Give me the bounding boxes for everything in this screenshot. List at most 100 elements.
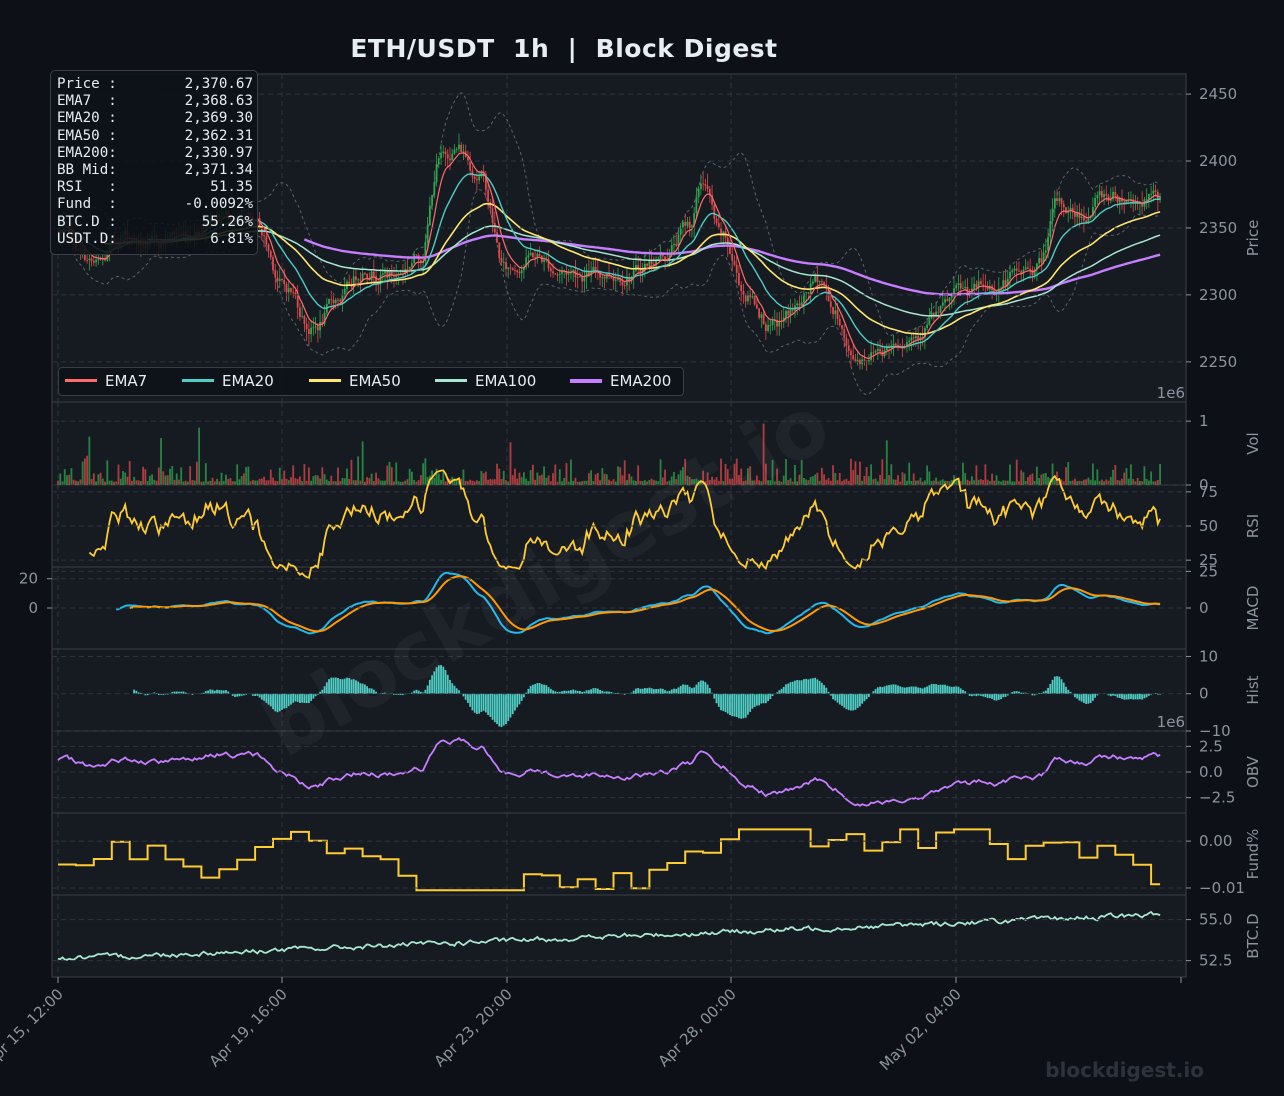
- histogram-bar: [979, 693, 982, 696]
- candle-body: [375, 276, 377, 282]
- volume-bar: [379, 480, 382, 485]
- histogram-bar: [944, 684, 946, 694]
- histogram-bar: [500, 693, 503, 728]
- candle-body: [1147, 194, 1150, 200]
- candle-body: [332, 299, 335, 304]
- histogram-bar: [785, 684, 787, 694]
- volume-bar: [292, 465, 295, 485]
- candle-body: [561, 271, 563, 274]
- volume-bar: [986, 479, 989, 485]
- histogram-bar: [682, 684, 684, 694]
- histogram-bar: [328, 679, 330, 694]
- histogram-bar: [540, 684, 543, 694]
- volume-bar: [814, 474, 817, 485]
- histogram-bar: [1065, 686, 1067, 694]
- volume-bar: [166, 475, 169, 485]
- volume-bar: [923, 480, 926, 485]
- volume-bar: [139, 480, 142, 485]
- volume-bar: [695, 478, 698, 485]
- candle-body: [449, 158, 451, 162]
- histogram-bar: [245, 693, 248, 695]
- volume-bar: [346, 468, 348, 485]
- candle-body: [679, 228, 682, 235]
- volume-bar: [547, 475, 550, 485]
- volume-bar: [534, 479, 537, 485]
- info-value: 2,368.63: [184, 93, 253, 110]
- volume-bar: [876, 481, 879, 485]
- info-value: 51.35: [210, 179, 253, 196]
- candle-body: [661, 253, 664, 257]
- volume-bar: [579, 481, 581, 485]
- histogram-bar: [803, 679, 805, 694]
- candle-body: [411, 263, 413, 267]
- histogram-bar: [1112, 693, 1114, 696]
- histogram-bar: [1058, 676, 1061, 694]
- candle-body: [446, 154, 449, 159]
- info-label: EMA7 :: [57, 93, 117, 110]
- histogram-bar: [498, 693, 501, 727]
- volume-bar: [464, 480, 467, 485]
- volume-bar: [1060, 479, 1063, 485]
- histogram-bar: [1091, 693, 1094, 701]
- candle-body: [921, 337, 924, 338]
- histogram-bar: [487, 693, 489, 716]
- y-tick-label: 25: [1199, 551, 1218, 569]
- histogram-bar: [316, 693, 319, 695]
- histogram-bar: [829, 693, 832, 696]
- histogram-bar: [397, 693, 400, 695]
- histogram-bar: [581, 691, 584, 694]
- histogram-bar: [1132, 693, 1135, 700]
- histogram-bar: [881, 687, 884, 694]
- histogram-bar: [507, 693, 510, 721]
- volume-bar: [1103, 481, 1105, 485]
- candle-body: [1009, 272, 1011, 279]
- histogram-bar: [661, 688, 664, 694]
- candle-body: [816, 275, 819, 283]
- volume-bar: [543, 466, 545, 485]
- volume-bar: [556, 481, 559, 485]
- volume-bar: [997, 480, 1000, 485]
- histogram-bar: [375, 691, 377, 694]
- volume-bar: [567, 481, 570, 485]
- histogram-bar: [850, 693, 852, 711]
- histogram-bar: [1022, 692, 1025, 694]
- histogram-bar: [809, 678, 812, 694]
- candle-body: [1087, 217, 1090, 223]
- histogram-bar: [975, 693, 978, 697]
- candle-body: [1103, 194, 1105, 198]
- candle-body: [316, 326, 319, 331]
- candle-body: [1069, 207, 1072, 212]
- histogram-bar: [657, 689, 660, 694]
- volume-bar: [332, 481, 335, 485]
- histogram-bar: [603, 691, 606, 694]
- histogram-bar: [1139, 693, 1141, 700]
- candle-body: [1042, 252, 1045, 263]
- candle-body: [1018, 270, 1020, 272]
- candle-body: [659, 253, 662, 259]
- volume-bar: [198, 427, 201, 485]
- volume-bar: [921, 481, 924, 485]
- volume-bar: [507, 481, 510, 485]
- volume-bar: [836, 480, 839, 485]
- volume-bar: [350, 459, 353, 485]
- volume-bar: [222, 481, 225, 485]
- volume-bar: [164, 475, 167, 485]
- volume-bar: [323, 474, 326, 485]
- volume-bar: [153, 479, 156, 485]
- histogram-bar: [292, 693, 295, 703]
- volume-bar: [63, 469, 66, 485]
- histogram-bar: [599, 689, 601, 694]
- histogram-bar: [1074, 693, 1076, 698]
- volume-bar: [590, 470, 593, 485]
- volume-bar: [751, 480, 754, 485]
- candle-body: [1116, 195, 1119, 203]
- candle-body: [567, 273, 570, 275]
- histogram-bar: [549, 688, 552, 694]
- candle-body: [798, 303, 801, 306]
- histogram-bar: [218, 690, 221, 694]
- histogram-bar: [363, 684, 366, 694]
- candle-body: [1022, 269, 1025, 274]
- volume-bar: [254, 480, 257, 485]
- volume-bar: [617, 466, 619, 485]
- histogram-bar: [1013, 691, 1016, 694]
